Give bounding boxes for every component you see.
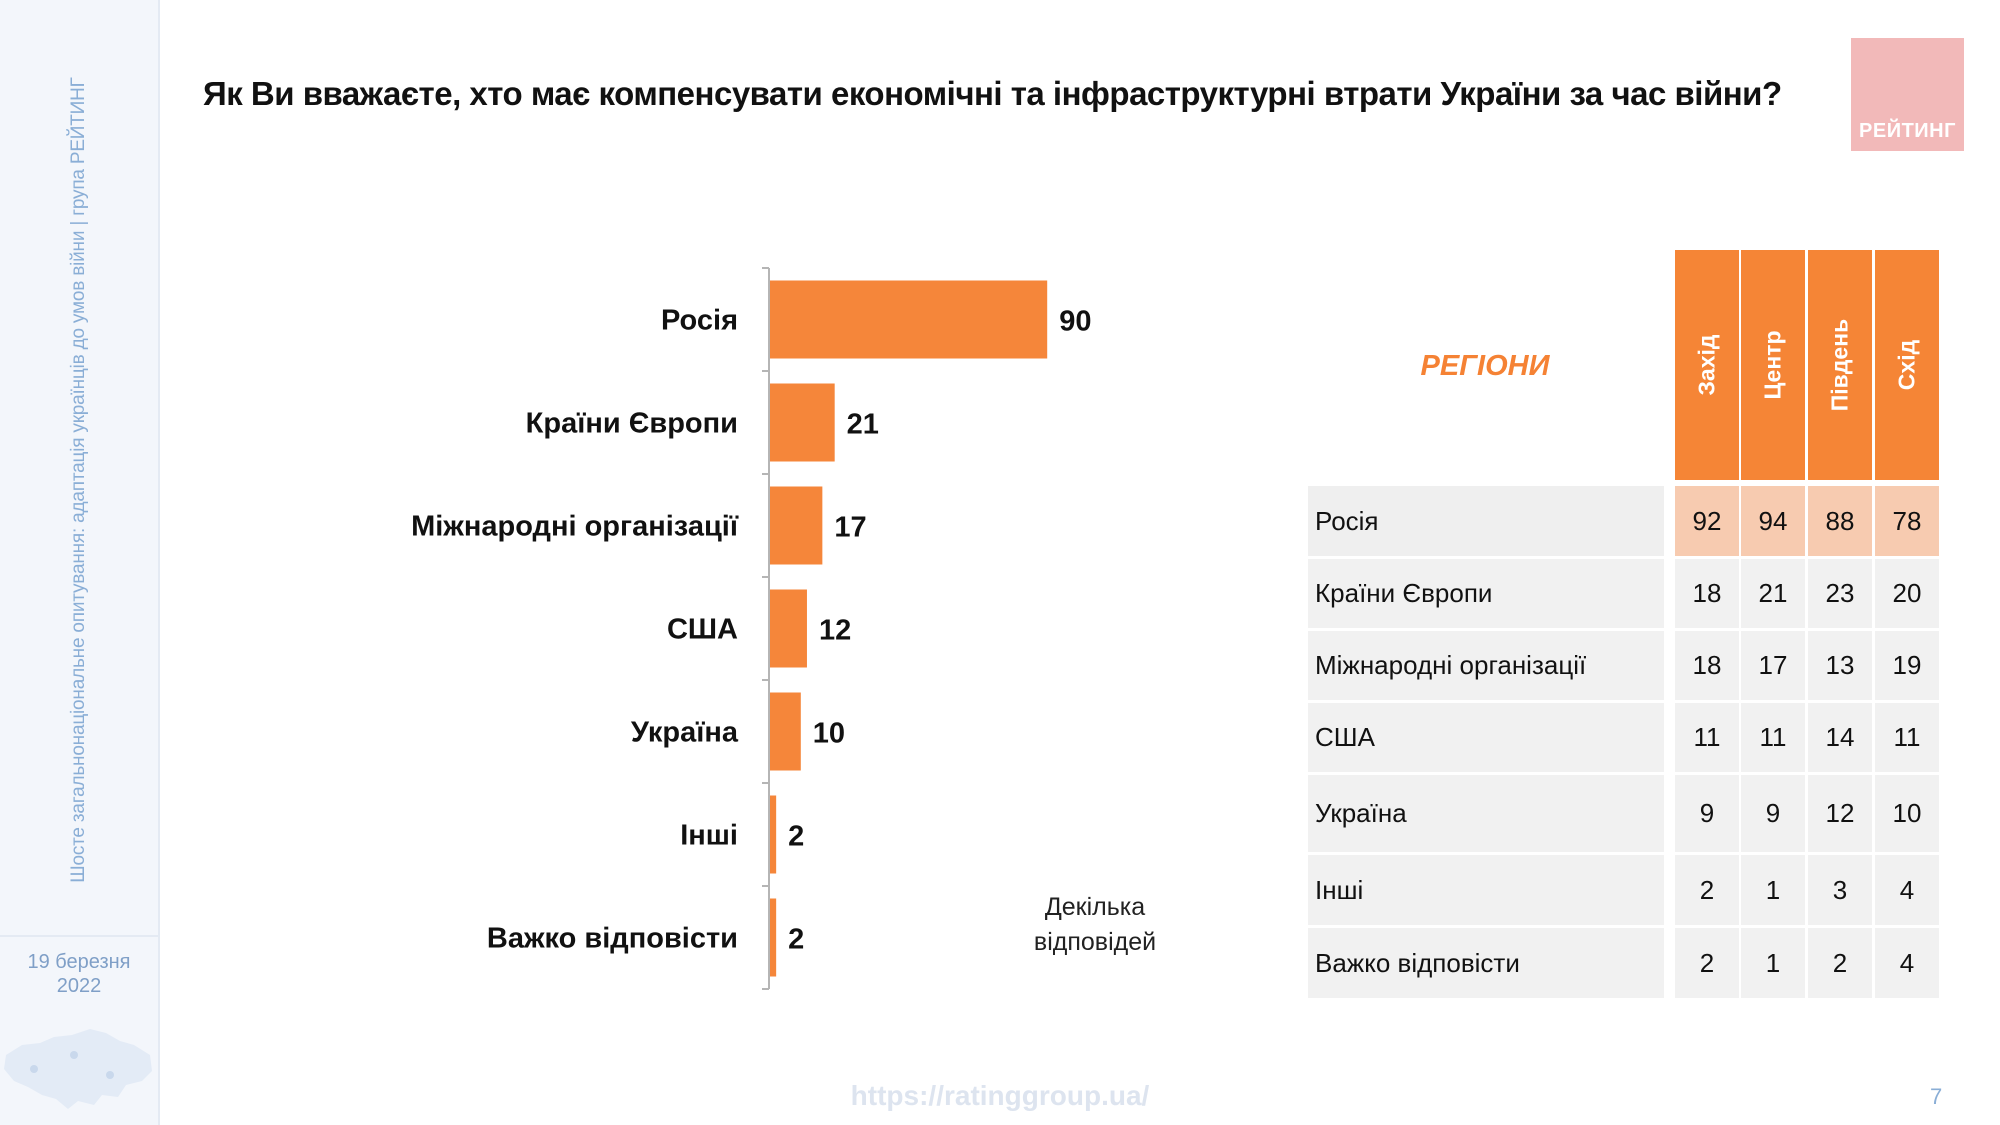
bar [770,589,807,668]
page-title: Як Ви вважаєте, хто має компенсувати еко… [203,75,1782,112]
survey-date: 19 березня 2022 [0,950,158,998]
note-line-2: відповідей [1033,928,1157,956]
sidebar-divider [0,935,158,937]
bar [770,486,823,565]
table-cell: 19 [1875,631,1939,700]
category-label: Країни Європи [526,408,738,440]
column-header: Центр [1741,250,1805,480]
bar [770,898,777,977]
row-label: Росія [1308,486,1664,556]
table-cell: 14 [1808,703,1872,772]
region-header-label: РЕГІОНИ [1420,350,1550,382]
column-header: Схід [1875,250,1939,480]
rating-logo: РЕЙТИНГ [1851,38,1964,151]
column-header-label: Південь [1826,318,1853,412]
table-cell: 21 [1741,559,1805,628]
survey-date-day: 19 березня [27,951,131,973]
data-label: 90 [1059,306,1091,338]
table-cell: 4 [1875,928,1939,998]
row-label: Країни Європи [1308,559,1664,628]
table-cell: 13 [1808,631,1872,700]
category-label: Росія [661,305,738,337]
ukraine-map-icon [4,1029,152,1109]
survey-date-year: 2022 [56,975,102,997]
table-row: США 11 11 14 11 [1308,703,1939,772]
table-cell: 94 [1741,486,1805,556]
column-header: Південь [1808,250,1872,480]
row-label: Міжнародні організації [1308,631,1664,700]
table-row: Інші 2 1 3 4 [1308,855,1939,925]
table-cell: 9 [1675,775,1739,852]
category-label: Міжнародні організації [411,511,739,543]
bar [770,383,835,462]
table-cell: 88 [1808,486,1872,556]
table-cell: 1 [1741,928,1805,998]
category-label: США [667,614,738,646]
category-label: Інші [680,820,738,852]
data-label: 2 [788,924,804,956]
row-label: Україна [1308,775,1664,852]
category-label: Україна [631,717,739,749]
sidebar: Шосте загальнонаціональне опитування: ад… [0,0,160,1125]
table-cell: 17 [1741,631,1805,700]
data-label: 17 [834,512,866,544]
table-cell: 11 [1741,703,1805,772]
table-cell: 78 [1875,486,1939,556]
table-cell: 18 [1675,559,1739,628]
logo-text: РЕЙТИНГ [1859,120,1956,142]
footer-url[interactable]: https://ratinggroup.ua/ [850,1080,1150,1111]
bar [770,795,777,874]
page-number: 7 [1930,1084,1943,1109]
row-label: США [1308,703,1664,772]
table-cell: 92 [1675,486,1739,556]
table-cell: 3 [1808,855,1872,925]
column-header-label: Захід [1693,334,1720,396]
data-label: 21 [847,409,879,441]
table-cell: 9 [1741,775,1805,852]
table-row: Важко відповісти 2 1 2 4 [1308,928,1939,998]
data-label: 10 [813,718,845,750]
table-row: Україна 9 9 12 10 [1308,775,1939,852]
bar [770,692,801,771]
table-cell: 2 [1675,928,1739,998]
table-cell: 1 [1741,855,1805,925]
row-label: Інші [1308,855,1664,925]
category-label: Важко відповісти [487,923,738,955]
bar [770,280,1048,359]
column-header-label: Центр [1759,330,1786,400]
note-line-1: Декілька [1044,893,1146,921]
table-cell: 18 [1675,631,1739,700]
multiple-answers-note: Декілька відповідей [1020,890,1170,960]
row-label: Важко відповісти [1308,928,1664,998]
table-cell: 11 [1875,703,1939,772]
table-cell: 10 [1875,775,1939,852]
table-cell: 2 [1808,928,1872,998]
table-cell: 23 [1808,559,1872,628]
table-row: Росія 92 94 88 78 [1308,486,1939,556]
table-cell: 2 [1675,855,1739,925]
data-label: 12 [819,615,851,647]
table-row: Країни Європи 18 21 23 20 [1308,559,1939,628]
table-cell: 20 [1875,559,1939,628]
table-cell: 4 [1875,855,1939,925]
data-label: 2 [788,821,804,853]
column-header: Захід [1675,250,1739,480]
table-cell: 11 [1675,703,1739,772]
table-cell: 12 [1808,775,1872,852]
column-header-label: Схід [1893,339,1920,391]
table-row: Міжнародні організації 18 17 13 19 [1308,631,1939,700]
